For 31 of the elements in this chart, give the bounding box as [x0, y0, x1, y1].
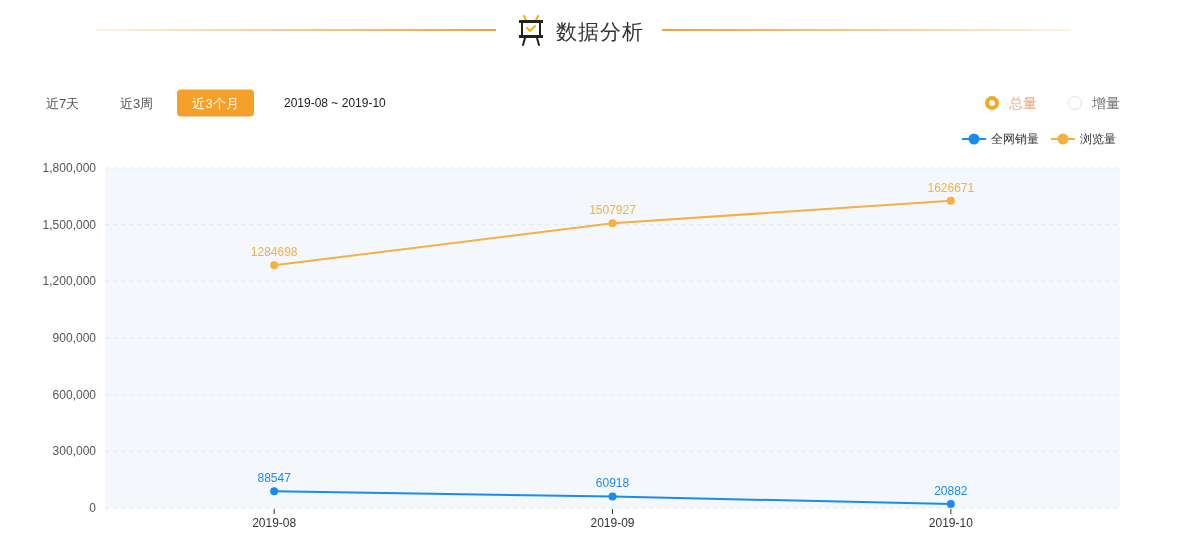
data-label: 1626671	[927, 180, 975, 195]
point	[946, 196, 955, 205]
annotation: 近3周	[120, 96, 154, 111]
annotation: 总量	[985, 95, 1037, 111]
point	[608, 492, 617, 501]
y-tick-label: 0	[89, 501, 97, 515]
x-tick-label: 2019-10	[928, 516, 974, 530]
y-tick-label: 300,000	[52, 444, 97, 459]
y-tick-label: 900,000	[52, 331, 97, 345]
data-label: 88547	[257, 471, 292, 486]
data-label: 60918	[595, 476, 630, 491]
point	[608, 219, 617, 228]
y-tick-label: 1,800,000	[42, 161, 97, 175]
x-tick-label: 2019-08	[252, 516, 297, 530]
legend-label: 浏览量	[1080, 132, 1116, 146]
point	[270, 487, 279, 496]
annotation: 近7天	[46, 96, 80, 111]
y-tick-label: 1,200,000	[42, 274, 97, 289]
point	[946, 500, 955, 509]
y-tick-label: 1,500,000	[42, 217, 97, 232]
data-label: 20882	[934, 484, 968, 499]
data-label: 1507927	[589, 203, 637, 218]
data-label: 1284698	[250, 245, 298, 260]
annotation: 2019-08 ~ 2019-10	[284, 96, 386, 110]
title: 数据分析	[556, 20, 644, 43]
legend-label: 全网销量	[991, 132, 1039, 146]
annotation: 增量	[1068, 95, 1120, 111]
annotation: 近3个月	[177, 89, 254, 117]
x-tick-label: 2019-09	[590, 516, 635, 530]
y-tick-label: 600,000	[52, 387, 97, 402]
point	[270, 261, 279, 270]
